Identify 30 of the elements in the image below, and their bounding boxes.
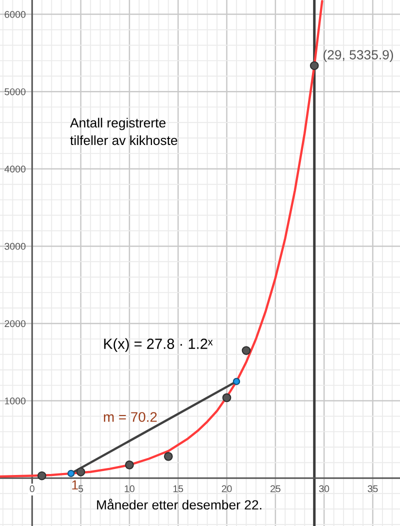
text: Antall registrerte tilfeller av kikhoste	[70, 118, 178, 146]
y-tick-label: 6000	[4, 11, 26, 18]
y-tick-label: 2000	[4, 320, 26, 328]
y-tick-label: 5000	[4, 88, 26, 96]
annotation: m = 70.2	[104, 412, 157, 422]
point	[232, 378, 240, 386]
x-axis-title: Måneder etter desember 22.	[97, 498, 262, 510]
point	[67, 470, 75, 478]
annotation: 1	[72, 480, 78, 490]
annotation: K(x) = 27.8 · 1.2ˣ	[104, 338, 213, 352]
point	[310, 61, 319, 70]
y-tick-label: 3000	[4, 242, 26, 250]
x-tick-label: 5	[78, 485, 84, 492]
line-series	[0, 0, 324, 478]
x-tick-label: 10	[124, 485, 134, 492]
x-tick-label: 0	[30, 485, 34, 492]
point	[164, 452, 173, 461]
point	[37, 471, 46, 480]
x-tick-label: 15	[173, 485, 184, 492]
point	[124, 460, 134, 470]
annotation: (29, 5335.9)	[324, 50, 394, 62]
x-tick-label: 30	[319, 485, 330, 492]
x-tick-label: 35	[368, 485, 378, 492]
point	[222, 393, 232, 402]
x-tick-label: 25	[270, 485, 280, 492]
y-tick-label: 4000	[4, 166, 26, 173]
y-tick-label: 1000	[4, 398, 26, 404]
point	[76, 467, 86, 476]
x-tick-label: 20	[222, 485, 232, 492]
point	[242, 346, 251, 355]
